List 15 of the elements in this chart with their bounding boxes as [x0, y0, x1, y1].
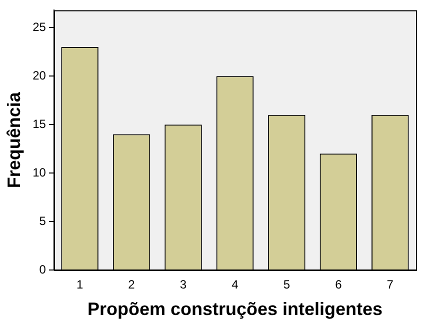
x-axis-title: Propõem construções inteligentes: [87, 299, 383, 320]
y-tick-label: 20: [32, 68, 46, 82]
y-axis-title: Frequência: [4, 91, 24, 188]
x-tick-label: 6: [335, 278, 342, 292]
x-tick-label: 3: [180, 278, 187, 292]
x-tick-label: 7: [386, 278, 394, 292]
y-tick-label: 25: [32, 20, 46, 34]
y-tick-label: 15: [32, 116, 46, 131]
y-tick-label: 0: [39, 262, 46, 276]
y-tick-label: 10: [32, 165, 46, 180]
x-tick-label: 2: [128, 278, 136, 292]
x-tick-label: 1: [76, 278, 84, 292]
x-tick-label: 5: [283, 278, 290, 292]
x-tick-label: 4: [232, 278, 239, 292]
y-tick-label: 5: [39, 214, 46, 228]
